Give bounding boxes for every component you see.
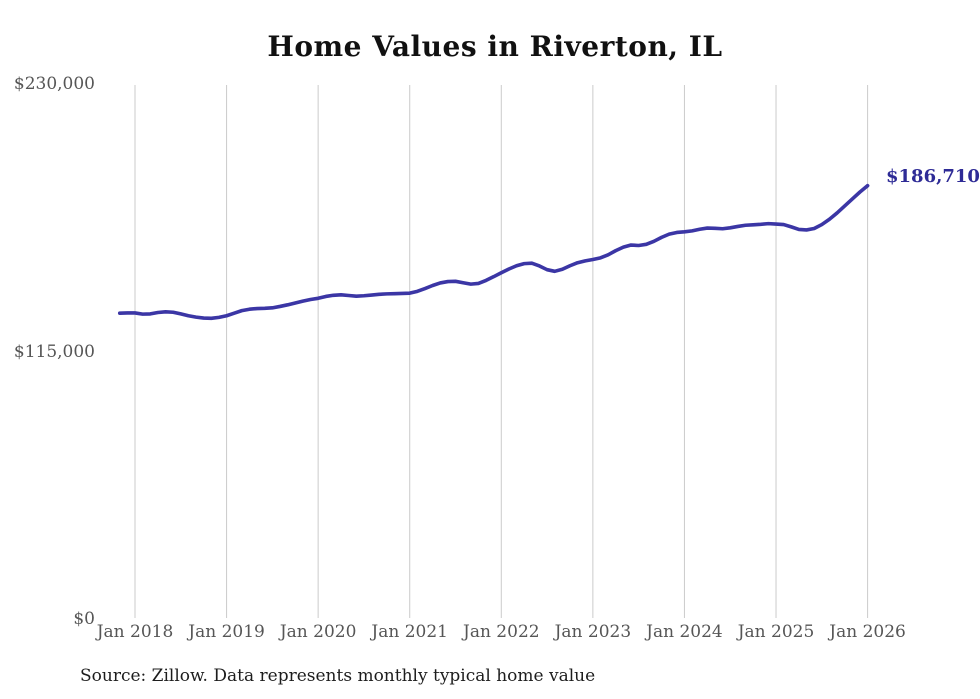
source-note: Source: Zillow. Data represents monthly … — [80, 666, 596, 686]
x-tick-label: Jan 2021 — [371, 622, 449, 642]
latest-value-label: $186,710 — [886, 166, 980, 187]
x-tick-label: Jan 2023 — [554, 622, 632, 642]
x-tick-label: Jan 2019 — [188, 622, 265, 642]
value-line — [117, 183, 870, 321]
y-tick-label: $115,000 — [13, 341, 95, 362]
y-tick-label: $230,000 — [13, 74, 95, 94]
x-tick-label: Jan 2026 — [829, 622, 906, 642]
chart-title: Home Values in Riverton, IL — [267, 30, 723, 63]
x-tick-label: Jan 2022 — [463, 622, 540, 642]
x-tick-label: Jan 2018 — [96, 622, 174, 642]
y-tick-label: $0 — [73, 609, 95, 629]
x-tick-label: Jan 2024 — [646, 622, 723, 642]
x-tick-label: Jan 2025 — [737, 622, 815, 642]
x-tick-label: Jan 2020 — [279, 622, 357, 642]
